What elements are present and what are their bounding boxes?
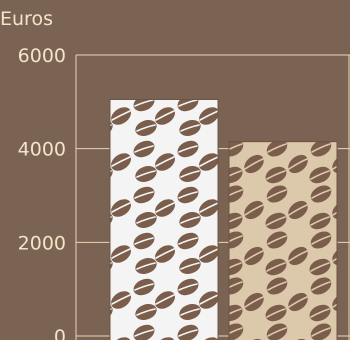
bar-2 [228,141,338,340]
y-tick-label-2000: 2000 [18,232,66,254]
y-tick-label-4000: 4000 [18,139,66,161]
bar-1 [109,98,219,340]
y-tick-label-6000: 6000 [18,45,66,67]
y-axis-unit-label: Euros [0,8,53,30]
y-tick-label-0: 0 [54,326,66,340]
